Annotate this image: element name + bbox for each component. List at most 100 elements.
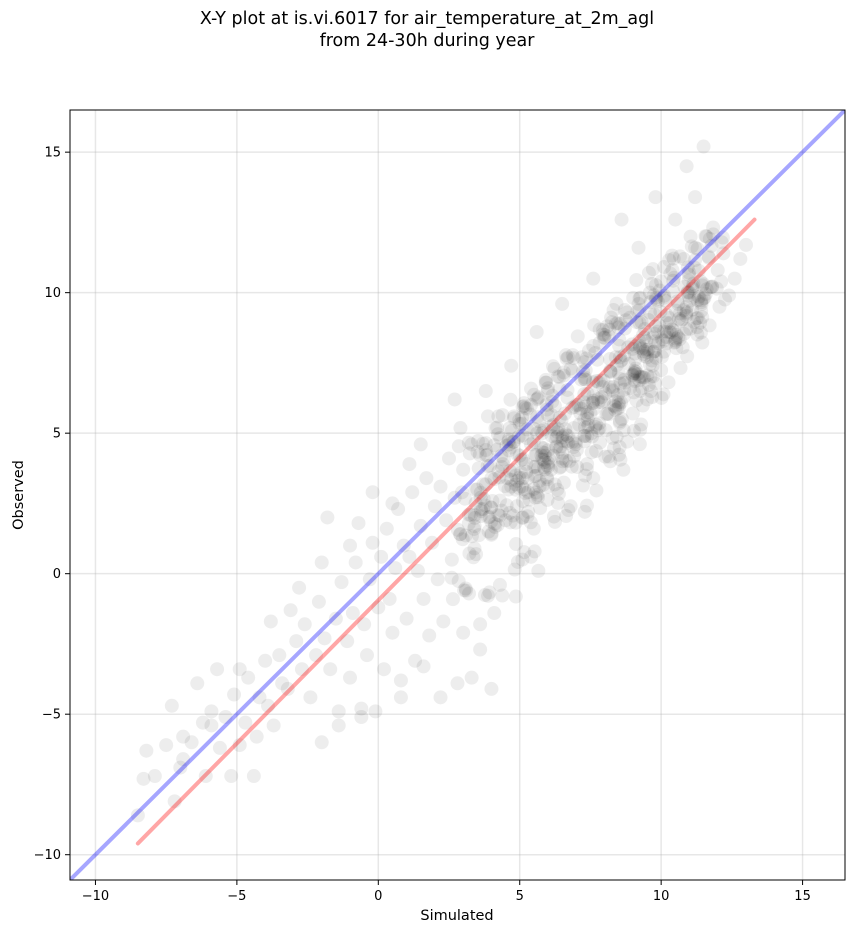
scatter-point (696, 139, 711, 154)
scatter-point (648, 290, 663, 305)
scatter-point (646, 330, 661, 345)
scatter-point (480, 409, 495, 424)
scatter-point (433, 479, 448, 494)
scatter-point (687, 314, 702, 329)
scatter-point (584, 429, 599, 444)
scatter-point (717, 292, 732, 307)
scatter-point (657, 260, 672, 275)
scatter-point (626, 423, 641, 438)
scatter-point (653, 304, 668, 319)
scatter-point (637, 330, 652, 345)
scatter-point (684, 239, 699, 254)
scatter-point (662, 325, 677, 340)
scatter-point (592, 322, 607, 337)
scatter-point (462, 446, 477, 461)
scatter-point (625, 406, 640, 421)
scatter-point (371, 600, 386, 615)
scatter-point (535, 426, 550, 441)
scatter-point (591, 395, 606, 410)
scatter-point (510, 554, 525, 569)
scatter-point (471, 528, 486, 543)
scatter-point (583, 406, 598, 421)
scatter-point (283, 603, 298, 618)
scatter-point (637, 370, 652, 385)
scatter-point (348, 555, 363, 570)
scatter-point (190, 676, 205, 691)
scatter-point (608, 402, 623, 417)
scatter-point (577, 428, 592, 443)
scatter-point (531, 414, 546, 429)
scatter-point (565, 364, 580, 379)
scatter-point (703, 280, 718, 295)
scatter-point (579, 498, 594, 513)
scatter-point (439, 513, 454, 528)
scatter-point (563, 499, 578, 514)
y-axis-ticks: −10 −5 0 5 10 15 (34, 146, 70, 863)
scatter-point (669, 327, 684, 342)
scatter-point (672, 306, 687, 321)
scatter-point (600, 319, 615, 334)
x-tick-label: 15 (794, 889, 811, 904)
scatter-point (677, 279, 692, 294)
scatter-point (676, 251, 691, 266)
scatter-point (482, 509, 497, 524)
scatter-point (481, 588, 496, 603)
scatter-point (566, 351, 581, 366)
scatter-point (539, 470, 554, 485)
scatter-point (480, 459, 495, 474)
scatter-point (609, 358, 624, 373)
scatter-point (515, 428, 530, 443)
scatter-point (521, 485, 536, 500)
scatter-point (496, 452, 511, 467)
scatter-point (676, 303, 691, 318)
scatter-point (614, 412, 629, 427)
scatter-point (606, 384, 621, 399)
scatter-point (650, 294, 665, 309)
scatter-point (592, 421, 607, 436)
scatter-point (391, 502, 406, 517)
scatter-point (640, 392, 655, 407)
scatter-point (610, 401, 625, 416)
scatter-point (592, 335, 607, 350)
scatter-point (487, 606, 502, 621)
scatter-point (694, 297, 709, 312)
scatter-point (280, 681, 295, 696)
scatter-point (517, 545, 532, 560)
scatter-point (541, 451, 556, 466)
scatter-point (176, 729, 191, 744)
scatter-point (478, 443, 493, 458)
scatter-point (484, 527, 499, 542)
scatter-point (636, 346, 651, 361)
scatter-point (645, 390, 660, 405)
scatter-point (558, 348, 573, 363)
scatter-point (567, 399, 582, 414)
scatter-point (715, 230, 730, 245)
scatter-point (498, 513, 513, 528)
scatter-point (648, 278, 663, 293)
scatter-point (309, 648, 324, 663)
scatter-point (528, 468, 543, 483)
scatter-point (475, 502, 490, 517)
scatter-point (611, 395, 626, 410)
scatter-point (433, 690, 448, 705)
scatter-point (552, 369, 567, 384)
scatter-point (485, 494, 500, 509)
scatter-point (564, 459, 579, 474)
scatter-point (379, 521, 394, 536)
scatter-point (669, 341, 684, 356)
scatter-point (528, 448, 543, 463)
scatter-point (536, 460, 551, 475)
scatter-point (579, 351, 594, 366)
scatter-point (501, 432, 516, 447)
scatter-point (612, 338, 627, 353)
scatter-point (579, 462, 594, 477)
scatter-point (303, 690, 318, 705)
scatter-point (507, 411, 522, 426)
scatter-point (478, 498, 493, 513)
scatter-point (609, 296, 624, 311)
scatter-point (580, 386, 595, 401)
scatter-point (340, 634, 355, 649)
scatter-point (541, 443, 556, 458)
scatter-point (487, 519, 502, 534)
scatter-point (654, 274, 669, 289)
